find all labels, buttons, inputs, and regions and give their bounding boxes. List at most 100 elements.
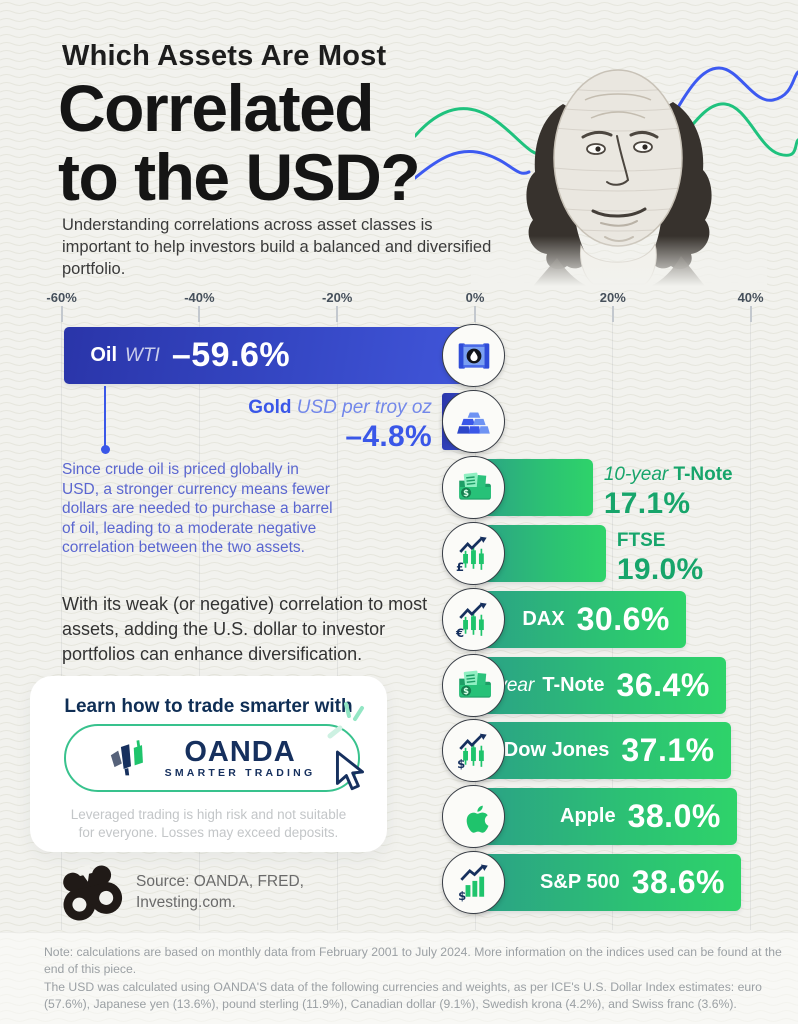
svg-text:$: $ <box>458 888 466 901</box>
bar-name: Dow Jones <box>503 739 610 761</box>
apple-logo-icon <box>455 798 493 836</box>
sparkle-burst-icon <box>327 702 364 739</box>
bar-label: DAX 30.6% <box>475 591 686 648</box>
apple-logo-badge <box>442 785 505 848</box>
cta-headline: Learn how to trade smarter with <box>64 696 353 717</box>
bar-label: S&P 500 38.6% <box>475 854 741 911</box>
oanda-tagline: SMARTER TRADING <box>164 766 316 779</box>
chart-gridline <box>336 306 338 930</box>
svg-text:£: £ <box>456 559 464 572</box>
oanda-wordmark: OANDA <box>184 735 296 768</box>
axis-tick-mark <box>749 306 752 322</box>
candlestick-pound-badge: £ <box>442 522 505 585</box>
wave-line-blue-left <box>415 150 531 180</box>
treasury-folder-badge: $ <box>442 456 505 519</box>
bar-value: 19.0% <box>616 553 704 586</box>
candlestick-euro-icon: € <box>455 601 493 639</box>
visual-capitalist-binoculars-icon <box>63 864 123 921</box>
oanda-cta-button[interactable]: OANDA SMARTER TRADING <box>64 724 360 792</box>
bar-label: Apple 38.0% <box>475 788 737 845</box>
bar-name: T-Note <box>542 674 605 696</box>
bar-label: 10-year T-Note 17.1% <box>604 465 733 519</box>
bar-name-prefix: 10-year <box>603 464 674 485</box>
treasury-folder-badge: $ <box>442 654 505 717</box>
bar-name: T-Note <box>673 464 733 485</box>
bar-value: 30.6% <box>576 601 670 637</box>
bar-name: Oil <box>90 344 118 366</box>
svg-text:$: $ <box>463 488 469 498</box>
bar-value: 36.4% <box>616 667 710 703</box>
footnote-strip <box>0 932 798 1024</box>
bar-name: Apple <box>560 805 616 827</box>
diversification-insight: With its weak (or negative) correlation … <box>62 594 428 664</box>
wave-line-blue-right <box>665 66 798 128</box>
cta-card: Learn how to trade smarter with OANDA SM… <box>30 676 387 852</box>
bar-label: FTSE 19.0% <box>617 531 704 585</box>
bar-label: Gold USD per troy oz –4.8% <box>248 398 432 452</box>
page-title-line2: to the USD? <box>58 140 421 214</box>
chart-gridline <box>750 306 752 930</box>
source-attribution: Source: OANDA, FRED, Investing.com. <box>136 873 304 911</box>
candlestick-pound-icon: £ <box>455 535 493 573</box>
footnote: Note: calculations are based on monthly … <box>44 944 784 1014</box>
bar-name: FTSE <box>616 530 666 551</box>
axis-tick-mark <box>198 306 201 322</box>
chart-gridline <box>198 306 200 930</box>
bar-dow-jones <box>475 722 731 779</box>
bar-name: S&P 500 <box>540 871 620 893</box>
bar-label: Oil WTI –59.6% <box>64 327 475 384</box>
axis-tick-label: -20% <box>322 290 353 305</box>
franklin-portrait <box>415 66 798 286</box>
bar-label: Dow Jones 37.1% <box>475 722 731 779</box>
chart-gridline <box>61 306 63 930</box>
oil-annotation: Since crude oil is priced globally in US… <box>62 461 333 556</box>
axis-tick-mark <box>336 306 339 322</box>
bar-value: 38.0% <box>627 798 721 834</box>
bar-value: –4.8% <box>345 420 432 453</box>
axis-tick-label: 40% <box>737 290 764 305</box>
footnote-para1: Note: calculations are based on monthly … <box>44 945 782 976</box>
cta-disclaimer: Leveraged trading is high risk and not s… <box>70 807 347 840</box>
oil-callout-dot <box>100 445 110 454</box>
oil-callout-line <box>104 386 106 446</box>
treasury-folder-icon: $ <box>455 667 493 705</box>
axis-tick-label: 20% <box>599 290 626 305</box>
bar-value: 37.1% <box>621 732 715 768</box>
bar-value: 38.6% <box>631 864 725 900</box>
svg-text:$: $ <box>457 756 465 769</box>
treasury-folder-icon: $ <box>455 469 493 507</box>
bar-label: 2-year T-Note 36.4% <box>475 657 726 714</box>
axis-tick-mark <box>474 306 476 322</box>
cursor-icon <box>335 750 365 791</box>
bar-oil <box>64 327 475 384</box>
axis-tick-label: -60% <box>46 290 77 305</box>
bar-qualifier: USD per troy oz <box>296 397 432 418</box>
candlestick-euro-badge: € <box>442 588 505 651</box>
bar-apple <box>475 788 737 845</box>
bar-name: DAX <box>522 608 565 630</box>
gold-bars-icon <box>455 403 493 441</box>
candlestick-dollar-icon: $ <box>455 732 493 770</box>
bar-s-p-500 <box>475 854 741 911</box>
svg-text:€: € <box>455 625 464 638</box>
bar-value: 17.1% <box>603 487 691 520</box>
axis-tick-label: -40% <box>184 290 215 305</box>
oil-barrel-badge <box>442 324 505 387</box>
page-title-line1: Correlated <box>58 71 375 145</box>
bar-chart-dollar-badge: $ <box>442 851 505 914</box>
bar-dax <box>475 591 686 648</box>
bar-chart-dollar-icon: $ <box>455 864 493 902</box>
candlestick-dollar-badge: $ <box>442 719 505 782</box>
oanda-logo-mark-icon <box>110 740 143 776</box>
bar-value: –59.6% <box>171 336 291 374</box>
svg-text:$: $ <box>463 686 469 696</box>
bar-t-note <box>475 657 726 714</box>
bar-qualifier: WTI <box>125 344 160 366</box>
subtitle: Understanding correlations across asset … <box>62 216 492 278</box>
axis-tick-label: 0% <box>465 290 485 305</box>
wave-line-green-left <box>415 107 547 156</box>
oil-barrel-icon <box>455 337 493 375</box>
bar-name: Gold <box>248 397 292 418</box>
